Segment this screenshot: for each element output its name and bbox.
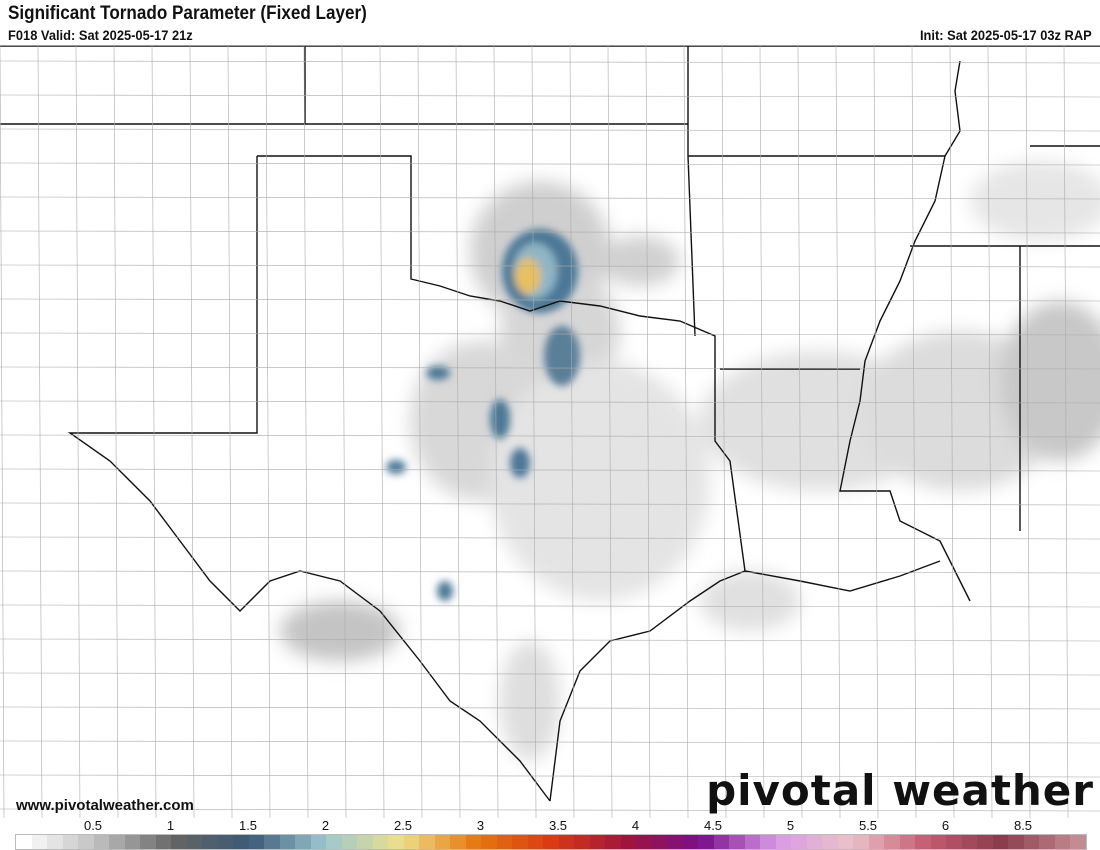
init-time: Init: Sat 2025-05-17 03z RAP	[920, 27, 1092, 43]
colorbar-swatch	[1070, 835, 1086, 849]
chart-title: Significant Tornado Parameter (Fixed Lay…	[8, 3, 367, 24]
colorbar-tick-label: 3.5	[548, 818, 568, 833]
colorbar-swatch	[140, 835, 156, 849]
colorbar-swatch	[419, 835, 435, 849]
colorbar-swatch	[651, 835, 667, 849]
colorbar-swatch	[605, 835, 621, 849]
colorbar-swatch	[775, 835, 791, 849]
colorbar-swatch	[357, 835, 373, 849]
colorbar-swatch	[543, 835, 559, 849]
colorbar-swatch	[450, 835, 466, 849]
colorbar-swatch	[279, 835, 295, 849]
colorbar-swatch	[202, 835, 218, 849]
colorbar-swatch	[1054, 835, 1070, 849]
colorbar-swatch	[930, 835, 946, 849]
colorbar-swatch	[481, 835, 497, 849]
colorbar-swatch	[109, 835, 125, 849]
colorbar-swatch	[558, 835, 574, 849]
colorbar-swatch	[698, 835, 714, 849]
stp-high-values	[386, 229, 580, 601]
colorbar-swatch	[233, 835, 249, 849]
colorbar-swatch	[248, 835, 264, 849]
colorbar-swatch	[217, 835, 233, 849]
colorbar-swatch	[806, 835, 822, 849]
colorbar-swatch	[822, 835, 838, 849]
colorbar-tick-label: 5.5	[858, 818, 878, 833]
colorbar-swatch	[47, 835, 63, 849]
colorbar-swatch	[295, 835, 311, 849]
colorbar-swatch	[636, 835, 652, 849]
colorbar-swatch	[124, 835, 140, 849]
colorbar-swatch	[760, 835, 776, 849]
colorbar-swatch	[310, 835, 326, 849]
colorbar-swatch	[729, 835, 745, 849]
colorbar-swatch	[884, 835, 900, 849]
colorbar-swatch	[326, 835, 342, 849]
valid-time: F018 Valid: Sat 2025-05-17 21z	[8, 27, 193, 43]
colorbar-swatch	[171, 835, 187, 849]
colorbar-swatch	[899, 835, 915, 849]
pivotal-weather-logo: pivotal weather	[706, 766, 1094, 815]
colorbar-swatch	[93, 835, 109, 849]
colorbar-swatch	[434, 835, 450, 849]
colorbar-swatch	[682, 835, 698, 849]
colorbar-tick-label: 1.5	[238, 818, 258, 833]
colorbar-swatch	[961, 835, 977, 849]
colorbar-tick-label: 0.5	[83, 818, 103, 833]
colorbar-tick-label: 1	[166, 818, 175, 833]
county-borders	[0, 46, 1100, 818]
colorbar-tick-label: 5	[786, 818, 795, 833]
colorbar-swatch	[713, 835, 729, 849]
colorbar-swatch	[620, 835, 636, 849]
colorbar-swatch	[837, 835, 853, 849]
colorbar-swatch	[403, 835, 419, 849]
colorbar-swatch	[465, 835, 481, 849]
colorbar-swatch	[915, 835, 931, 849]
colorbar-swatch	[791, 835, 807, 849]
colorbar-swatch	[186, 835, 202, 849]
stp-shading	[280, 161, 1100, 761]
colorbar-swatch	[78, 835, 94, 849]
website-url: www.pivotalweather.com	[16, 797, 194, 814]
colorbar-tick-label: 8.5	[1013, 818, 1033, 833]
weather-map	[0, 45, 1100, 818]
colorbar-swatch	[853, 835, 869, 849]
colorbar-swatch	[155, 835, 171, 849]
colorbar-swatch	[574, 835, 590, 849]
colorbar-swatch	[341, 835, 357, 849]
colorbar-swatch	[31, 835, 47, 849]
colorbar-swatch	[744, 835, 760, 849]
colorbar-swatch	[16, 835, 32, 849]
colorbar-swatch	[264, 835, 280, 849]
colorbar-swatch	[62, 835, 78, 849]
colorbar-swatch	[1008, 835, 1024, 849]
colorbar-swatch	[1039, 835, 1055, 849]
colorbar-tick-label: 2	[321, 818, 330, 833]
colorbar-swatch	[589, 835, 605, 849]
colorbar-swatch	[496, 835, 512, 849]
colorbar-swatch	[667, 835, 683, 849]
colorbar-tick-label: 2.5	[393, 818, 413, 833]
colorbar-tick-label: 3	[476, 818, 485, 833]
colorbar-swatch	[977, 835, 993, 849]
colorbar-swatch	[868, 835, 884, 849]
colorbar-tick-label: 6	[941, 818, 950, 833]
colorbar-tick-label: 4	[631, 818, 640, 833]
colorbar-swatch	[388, 835, 404, 849]
colorbar-swatch	[372, 835, 388, 849]
colorbar	[15, 834, 1087, 850]
colorbar-swatch	[512, 835, 528, 849]
colorbar-swatch	[992, 835, 1008, 849]
colorbar-swatch	[946, 835, 962, 849]
colorbar-swatch	[527, 835, 543, 849]
colorbar-tick-label: 4.5	[703, 818, 723, 833]
colorbar-swatch	[1023, 835, 1039, 849]
